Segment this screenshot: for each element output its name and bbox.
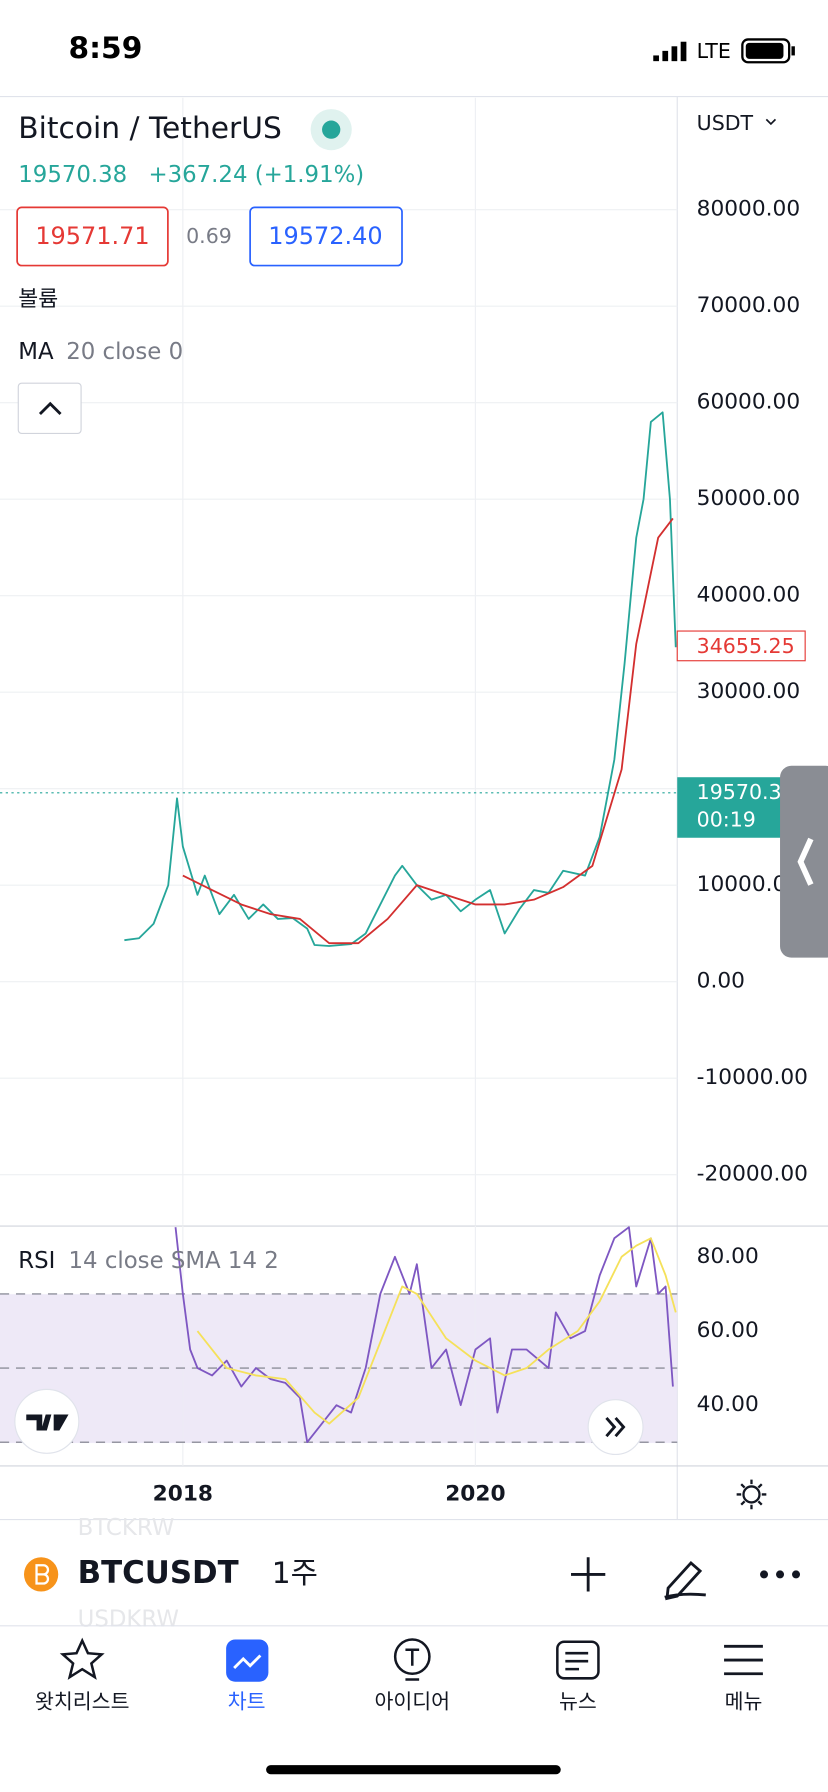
last-close-label: 34655.25 — [697, 634, 795, 658]
y-tick-label: 40000.00 — [697, 583, 800, 608]
toolbar-interval[interactable]: 1주 — [272, 1556, 318, 1591]
y-tick-label: 60000.00 — [697, 390, 800, 415]
sell-button[interactable] — [16, 206, 169, 267]
y-tick-label: 30000.00 — [697, 679, 800, 704]
y-tick-label: 0.00 — [697, 969, 745, 994]
y-tick-label: -10000.00 — [697, 1065, 808, 1090]
x-tick-label: 2020 — [445, 1481, 505, 1506]
ask-price[interactable]: 19572.40 — [268, 222, 382, 250]
scroll-right-icon[interactable] — [605, 1416, 626, 1438]
symbol-option[interactable]: BTCKRW — [78, 1515, 175, 1541]
y-tick-label: 40.00 — [697, 1392, 759, 1417]
series-line — [182, 517, 674, 945]
volume-label: 볼륨 — [18, 287, 58, 312]
toolbar-symbol[interactable]: BTCUSDT — [78, 1555, 239, 1591]
news-icon[interactable] — [556, 1640, 600, 1680]
nav-label[interactable]: 왓치리스트 — [35, 1689, 130, 1713]
status-dot — [322, 120, 341, 139]
last-price: 19570.38 — [18, 162, 127, 188]
side-panel-tab[interactable] — [780, 765, 828, 958]
nav-label[interactable]: 아이디어 — [374, 1689, 450, 1713]
x-tick-label: 2018 — [153, 1481, 213, 1506]
y-tick-label: 80.00 — [697, 1244, 759, 1269]
bid-price[interactable]: 19571.71 — [35, 222, 149, 250]
y-tick-label: 50000.00 — [697, 486, 800, 511]
y-tick-label: 60.00 — [697, 1318, 759, 1343]
more-button[interactable] — [760, 1570, 801, 1579]
last-price-label: 19570.3 — [697, 780, 782, 804]
y-tick-label: 70000.00 — [697, 293, 800, 318]
chart-tab-icon[interactable] — [226, 1639, 269, 1682]
nav-label[interactable]: 뉴스 — [559, 1689, 597, 1713]
signal-icon — [653, 41, 687, 62]
y-tick-label: 80000.00 — [697, 197, 800, 222]
ideas-icon[interactable] — [393, 1638, 431, 1681]
battery-icon — [741, 38, 795, 64]
series-line — [174, 1226, 674, 1444]
draw-button[interactable] — [664, 1560, 706, 1601]
ma-label: MA — [18, 339, 54, 365]
last-close-box — [676, 630, 806, 662]
nav-label[interactable]: 차트 — [228, 1689, 266, 1713]
collapse-button[interactable] — [17, 382, 82, 435]
countdown-label: 00:19 — [697, 808, 756, 832]
home-indicator — [266, 1765, 561, 1775]
logo-icon[interactable] — [26, 1414, 69, 1431]
price-change: +367.24 (+1.91%) — [148, 162, 364, 188]
nav-label[interactable]: 메뉴 — [725, 1689, 763, 1713]
plot-layer: 20182020-20000.00-10000.000.0010000.0020… — [0, 97, 808, 1506]
symbol-title: Bitcoin / TetherUS — [18, 111, 282, 146]
collapse-icon[interactable] — [38, 401, 62, 416]
menu-icon[interactable] — [724, 1644, 763, 1676]
settings-icon[interactable] — [736, 1479, 767, 1510]
rsi-params: 14 close SMA 14 2 — [69, 1248, 279, 1274]
currency-selector[interactable]: USDT — [697, 111, 754, 135]
rsi-label: RSI — [18, 1248, 55, 1274]
currency-caret[interactable] — [765, 118, 777, 126]
coin-glyph — [35, 1564, 50, 1585]
series-line — [196, 1237, 677, 1425]
symbol-option[interactable]: USDKRW — [78, 1607, 179, 1633]
status-time: 8:59 — [69, 31, 143, 66]
watchlist-icon[interactable] — [59, 1637, 105, 1680]
series-line — [124, 411, 677, 947]
y-tick-label: -20000.00 — [697, 1162, 808, 1187]
ma-params: 20 close 0 — [66, 339, 183, 365]
buy-button[interactable] — [249, 206, 403, 267]
spread: 0.69 — [186, 224, 232, 248]
status-network: LTE — [697, 39, 731, 63]
add-button[interactable] — [571, 1557, 606, 1592]
side-panel-icon[interactable] — [797, 837, 814, 886]
chart-tab-glyph[interactable] — [233, 1654, 262, 1670]
